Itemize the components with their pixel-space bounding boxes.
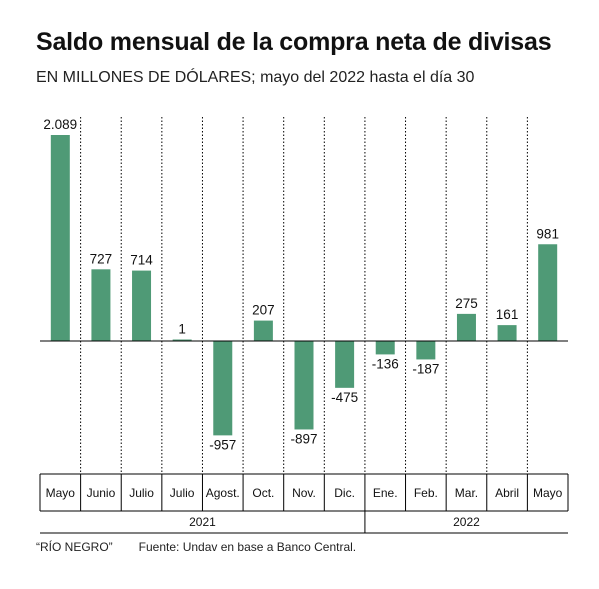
bar bbox=[91, 269, 111, 341]
bar bbox=[132, 270, 152, 341]
data-label: -957 bbox=[209, 437, 236, 452]
footer: “RÍO NEGRO” Fuente: Undav en base a Banco… bbox=[36, 540, 356, 554]
x-tick-label: Abril bbox=[495, 486, 519, 500]
x-tick-label: Ene. bbox=[373, 486, 398, 500]
data-label: 2.089 bbox=[43, 117, 77, 132]
data-label: 1 bbox=[178, 322, 186, 337]
data-label: 714 bbox=[130, 253, 153, 268]
chart-title: Saldo mensual de la compra neta de divis… bbox=[36, 28, 552, 56]
bar bbox=[50, 135, 70, 341]
data-label: 207 bbox=[252, 303, 275, 318]
bar bbox=[375, 341, 395, 355]
data-label: -475 bbox=[331, 390, 358, 405]
year-label: 2022 bbox=[453, 515, 480, 529]
data-label: -897 bbox=[290, 431, 317, 446]
x-tick-label: Junio bbox=[87, 486, 116, 500]
data-label: 161 bbox=[496, 307, 519, 322]
data-label: -187 bbox=[412, 361, 439, 376]
x-tick-label: Feb. bbox=[414, 486, 438, 500]
x-tick-label: Mayo bbox=[46, 486, 76, 500]
x-tick-label: Dic. bbox=[334, 486, 355, 500]
x-tick-label: Oct. bbox=[252, 486, 274, 500]
chart-subtitle: EN MILLONES DE DÓLARES; mayo del 2022 ha… bbox=[36, 69, 475, 86]
bar bbox=[172, 339, 192, 341]
data-label: 981 bbox=[536, 226, 559, 241]
year-label: 2021 bbox=[189, 515, 216, 529]
x-tick-label: Agost. bbox=[206, 486, 240, 500]
x-tick-label: Nov. bbox=[292, 486, 316, 500]
credit-text: “RÍO NEGRO” bbox=[36, 540, 113, 554]
bar bbox=[538, 244, 558, 341]
x-tick-label: Julio bbox=[129, 486, 154, 500]
bar bbox=[213, 341, 233, 436]
data-label: 275 bbox=[455, 296, 478, 311]
bar bbox=[416, 341, 436, 360]
x-tick-label: Julio bbox=[170, 486, 195, 500]
bar bbox=[456, 313, 476, 341]
source-text: Fuente: Undav en base a Banco Central. bbox=[138, 540, 357, 554]
bar bbox=[253, 320, 273, 341]
x-tick-label: Mayo bbox=[533, 486, 563, 500]
bar bbox=[335, 341, 355, 388]
data-label: -136 bbox=[372, 356, 399, 371]
bar bbox=[294, 341, 314, 430]
x-tick-label: Mar. bbox=[455, 486, 478, 500]
data-label: 727 bbox=[90, 251, 113, 266]
bar bbox=[497, 325, 517, 341]
